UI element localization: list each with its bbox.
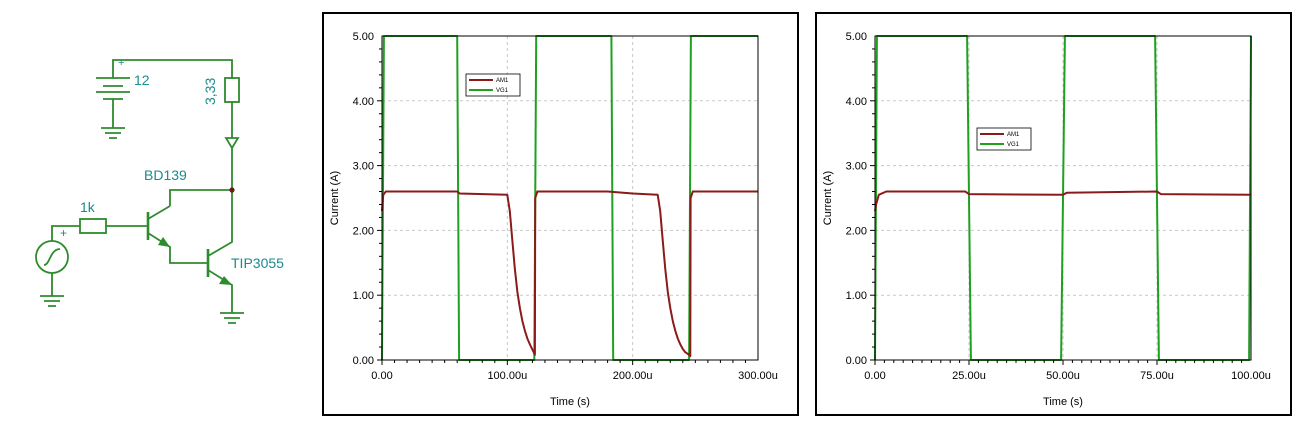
chart-2-legend-am1: AM1 — [1007, 132, 1020, 138]
ammeter-arrow-icon — [224, 137, 240, 150]
chart-1-x-tick-label: 0.00 — [371, 370, 392, 382]
chart-2-x-axis-label: Time (s) — [1043, 396, 1083, 408]
bd139-collector-lead — [147, 205, 171, 220]
chart-2-svg: 0.00 25.00u 50.00u 75.00u 100.00u 0.00 1.00 2.0… — [822, 31, 1271, 408]
chart-2-series-am1 — [874, 190, 1252, 212]
signal-source-step-icon — [43, 248, 61, 266]
chart-1-y-tick-label: 3.00 — [353, 161, 374, 173]
chart-2-x-tick-label: 75.00u — [1140, 370, 1174, 382]
signal-source-icon — [35, 240, 69, 274]
base-resistor — [79, 218, 107, 234]
base-resistor-label: 1k — [80, 199, 96, 215]
chart-1-legend: AM1 VG1 — [465, 73, 521, 97]
load-resistor-label: 3,33 — [202, 78, 218, 105]
chart-2-x-tick-label: 50.00u — [1046, 370, 1080, 382]
tip3055-emitter-arrow-icon — [219, 276, 232, 285]
chart-2-y-tick-label: 5.00 — [846, 31, 867, 43]
battery-ground-icon — [101, 127, 125, 139]
bd139-label: BD139 — [144, 167, 187, 183]
tip3055-emitter-lead — [207, 269, 233, 313]
tip3055-label: TIP3055 — [231, 255, 284, 271]
chart-2-legend: AM1 VG1 — [976, 127, 1032, 151]
chart-2-y-tick-label: 3.00 — [846, 161, 867, 173]
chart-1-y-tick-label: 0.00 — [353, 355, 374, 367]
chart-1-plot-frame — [381, 35, 759, 361]
circuit-schematic: + 12 3,33 1k + BD139 TIP3055 — [35, 57, 284, 324]
schematic-wires — [35, 59, 244, 324]
bd139-emitter-lead — [147, 232, 208, 264]
chart-1-legend-box — [465, 73, 521, 97]
chart-2-legend-vg1: VG1 — [1007, 142, 1020, 148]
battery-plus-label: + — [118, 57, 124, 69]
chart-1-grid — [382, 36, 758, 360]
chart-2-y-tick-label: 2.00 — [846, 225, 867, 237]
chart-1-y-tick-label: 4.00 — [353, 96, 374, 108]
chart-1-svg: 0.00 100.00u 200.00u 300.00u 0.00 1.00 2.00 3.0… — [329, 31, 778, 408]
chart-2-x-tick-label: 25.00u — [952, 370, 986, 382]
chart-panel-2: 0.00 25.00u 50.00u 75.00u 100.00u 0.00 1.00 2.0… — [815, 12, 1292, 416]
chart-1-series-am1 — [381, 190, 758, 358]
battery-value-label: 12 — [134, 72, 150, 88]
chart-1-y-tick-label: 2.00 — [353, 225, 374, 237]
chart-2-legend-box — [976, 127, 1032, 151]
source-to-resistor-wire — [51, 225, 80, 241]
chart-2-y-tick-label: 1.00 — [846, 290, 867, 302]
bd139-emitter-arrow-icon — [158, 237, 170, 247]
chart-1-legend-vg1: VG1 — [496, 88, 509, 94]
chart-1-legend-am1: AM1 — [496, 78, 509, 84]
chart-1-y-axis-label: Current (A) — [329, 171, 341, 225]
chart-2-y-tick-label: 0.00 — [846, 355, 867, 367]
chart-1-lines — [381, 35, 758, 361]
load-resistor — [224, 77, 240, 103]
chart-1-x-tick-label: 200.00u — [613, 370, 653, 382]
schematic-arrows — [158, 237, 232, 285]
chart-1-x-tick-label: 100.00u — [487, 370, 527, 382]
source-plus-label: + — [60, 226, 67, 240]
chart-1-x-axis-label: Time (s) — [550, 396, 590, 408]
chart-1-y-tick-label: 1.00 — [353, 290, 374, 302]
chart-1-series-vg1 — [381, 35, 758, 361]
chart-1-x-tick-label: 300.00u — [738, 370, 778, 382]
tip3055-collector-lead — [207, 230, 233, 257]
chart-panel-1: 0.00 100.00u 200.00u 300.00u 0.00 1.00 2.00 3.0… — [322, 12, 799, 416]
junction-dot — [229, 187, 235, 193]
chart-1-ticks: 0.00 100.00u 200.00u 300.00u 0.00 1.00 2.00 3.0… — [353, 31, 778, 382]
chart-2-y-axis-label: Current (A) — [822, 171, 834, 225]
chart-1-y-tick-label: 5.00 — [353, 31, 374, 43]
bd139-collector-wire — [169, 189, 232, 206]
source-ground-icon — [40, 295, 64, 307]
top-rail-wire — [112, 59, 233, 78]
chart-2-ticks: 0.00 25.00u 50.00u 75.00u 100.00u 0.00 1.00 2.0… — [846, 31, 1271, 382]
chart-2-x-tick-label: 0.00 — [864, 370, 885, 382]
battery-icon — [96, 77, 130, 100]
chart-2-y-tick-label: 4.00 — [846, 96, 867, 108]
chart-2-x-tick-label: 100.00u — [1231, 370, 1271, 382]
tip3055-ground-icon — [220, 312, 244, 324]
